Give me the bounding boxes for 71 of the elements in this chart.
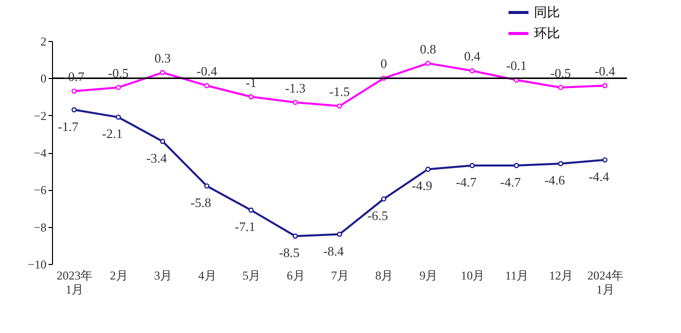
x-tick-label: 3月: [154, 268, 172, 282]
point: [248, 208, 254, 213]
point: [292, 234, 298, 239]
point: [425, 166, 431, 172]
data-label: -2.1: [102, 126, 123, 142]
data-label: -1.5: [329, 84, 350, 100]
point: [204, 183, 210, 189]
point: [470, 162, 475, 168]
data-label: -6.5: [367, 208, 388, 223]
data-label: -7.1: [234, 219, 256, 234]
data-label: -3.4: [146, 150, 168, 166]
point: [381, 196, 386, 202]
point: [558, 161, 564, 166]
x-tick-label: 8月: [375, 268, 394, 282]
data-label: 0.4: [464, 48, 481, 64]
y-tick-label: 2: [40, 34, 46, 48]
x-tick-label: 5月: [242, 268, 261, 282]
data-label: -4.7: [456, 174, 477, 190]
point: [160, 70, 166, 76]
data-label: -4.9: [412, 178, 432, 194]
data-label: -0.4: [594, 64, 616, 79]
data-label: -0.1: [506, 58, 527, 74]
data-label: -0.5: [108, 65, 129, 80]
data-label: -0.5: [550, 65, 571, 80]
data-label: -1: [246, 74, 256, 90]
y-tick-label: −8: [34, 220, 46, 234]
x-tick-label: 10月: [460, 268, 485, 282]
x-tick-label: 11月: [505, 268, 529, 282]
y-tick-label: −4: [34, 146, 46, 160]
data-label: -5.8: [190, 194, 212, 210]
y-tick-label: −10: [28, 258, 46, 272]
data-label: 0.3: [154, 50, 171, 66]
legend-label: 同比: [534, 4, 560, 20]
data-label: -8.4: [323, 243, 344, 258]
point: [470, 68, 475, 74]
x-tick-label: 2023年 1月: [56, 268, 93, 296]
data-label: -4.7: [500, 174, 522, 190]
y-tick-label: −6: [34, 183, 46, 198]
data-label: 0: [380, 56, 387, 72]
point: [72, 88, 77, 94]
point: [336, 232, 342, 237]
data-label: -4.4: [588, 168, 610, 184]
data-label: -1.3: [284, 80, 306, 96]
x-tick-label: 2月: [110, 268, 128, 282]
y-tick-label: 0: [40, 72, 46, 86]
x-tick-label: 4月: [198, 268, 216, 282]
point: [602, 83, 608, 88]
data-label: -0.4: [196, 64, 218, 79]
point: [72, 107, 77, 112]
point: [514, 162, 520, 168]
x-tick-label: 9月: [419, 268, 438, 282]
x-tick-label: 12月: [549, 268, 574, 282]
point: [336, 103, 342, 109]
point: [292, 100, 298, 105]
legend-label: 环比: [534, 26, 560, 40]
data-label: -4.6: [544, 172, 566, 188]
x-tick-label: 6月: [286, 268, 305, 282]
x-tick-label: 2024年 1月: [587, 268, 624, 296]
point: [425, 60, 431, 66]
point: [204, 83, 210, 88]
point: [248, 94, 254, 100]
data-label: -8.5: [278, 245, 300, 260]
y-tick-label: −2: [34, 108, 46, 123]
point: [116, 84, 121, 90]
x-tick-label: 7月: [331, 268, 349, 282]
point: [558, 84, 564, 90]
data-label: 0.8: [420, 41, 436, 56]
data-label: -1.7: [58, 118, 79, 134]
point: [160, 138, 166, 144]
point: [602, 157, 608, 163]
point: [116, 114, 121, 120]
